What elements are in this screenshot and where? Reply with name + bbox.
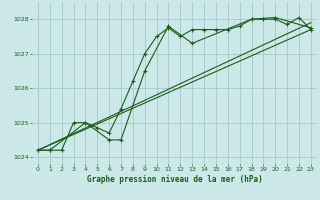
X-axis label: Graphe pression niveau de la mer (hPa): Graphe pression niveau de la mer (hPa) bbox=[86, 175, 262, 184]
